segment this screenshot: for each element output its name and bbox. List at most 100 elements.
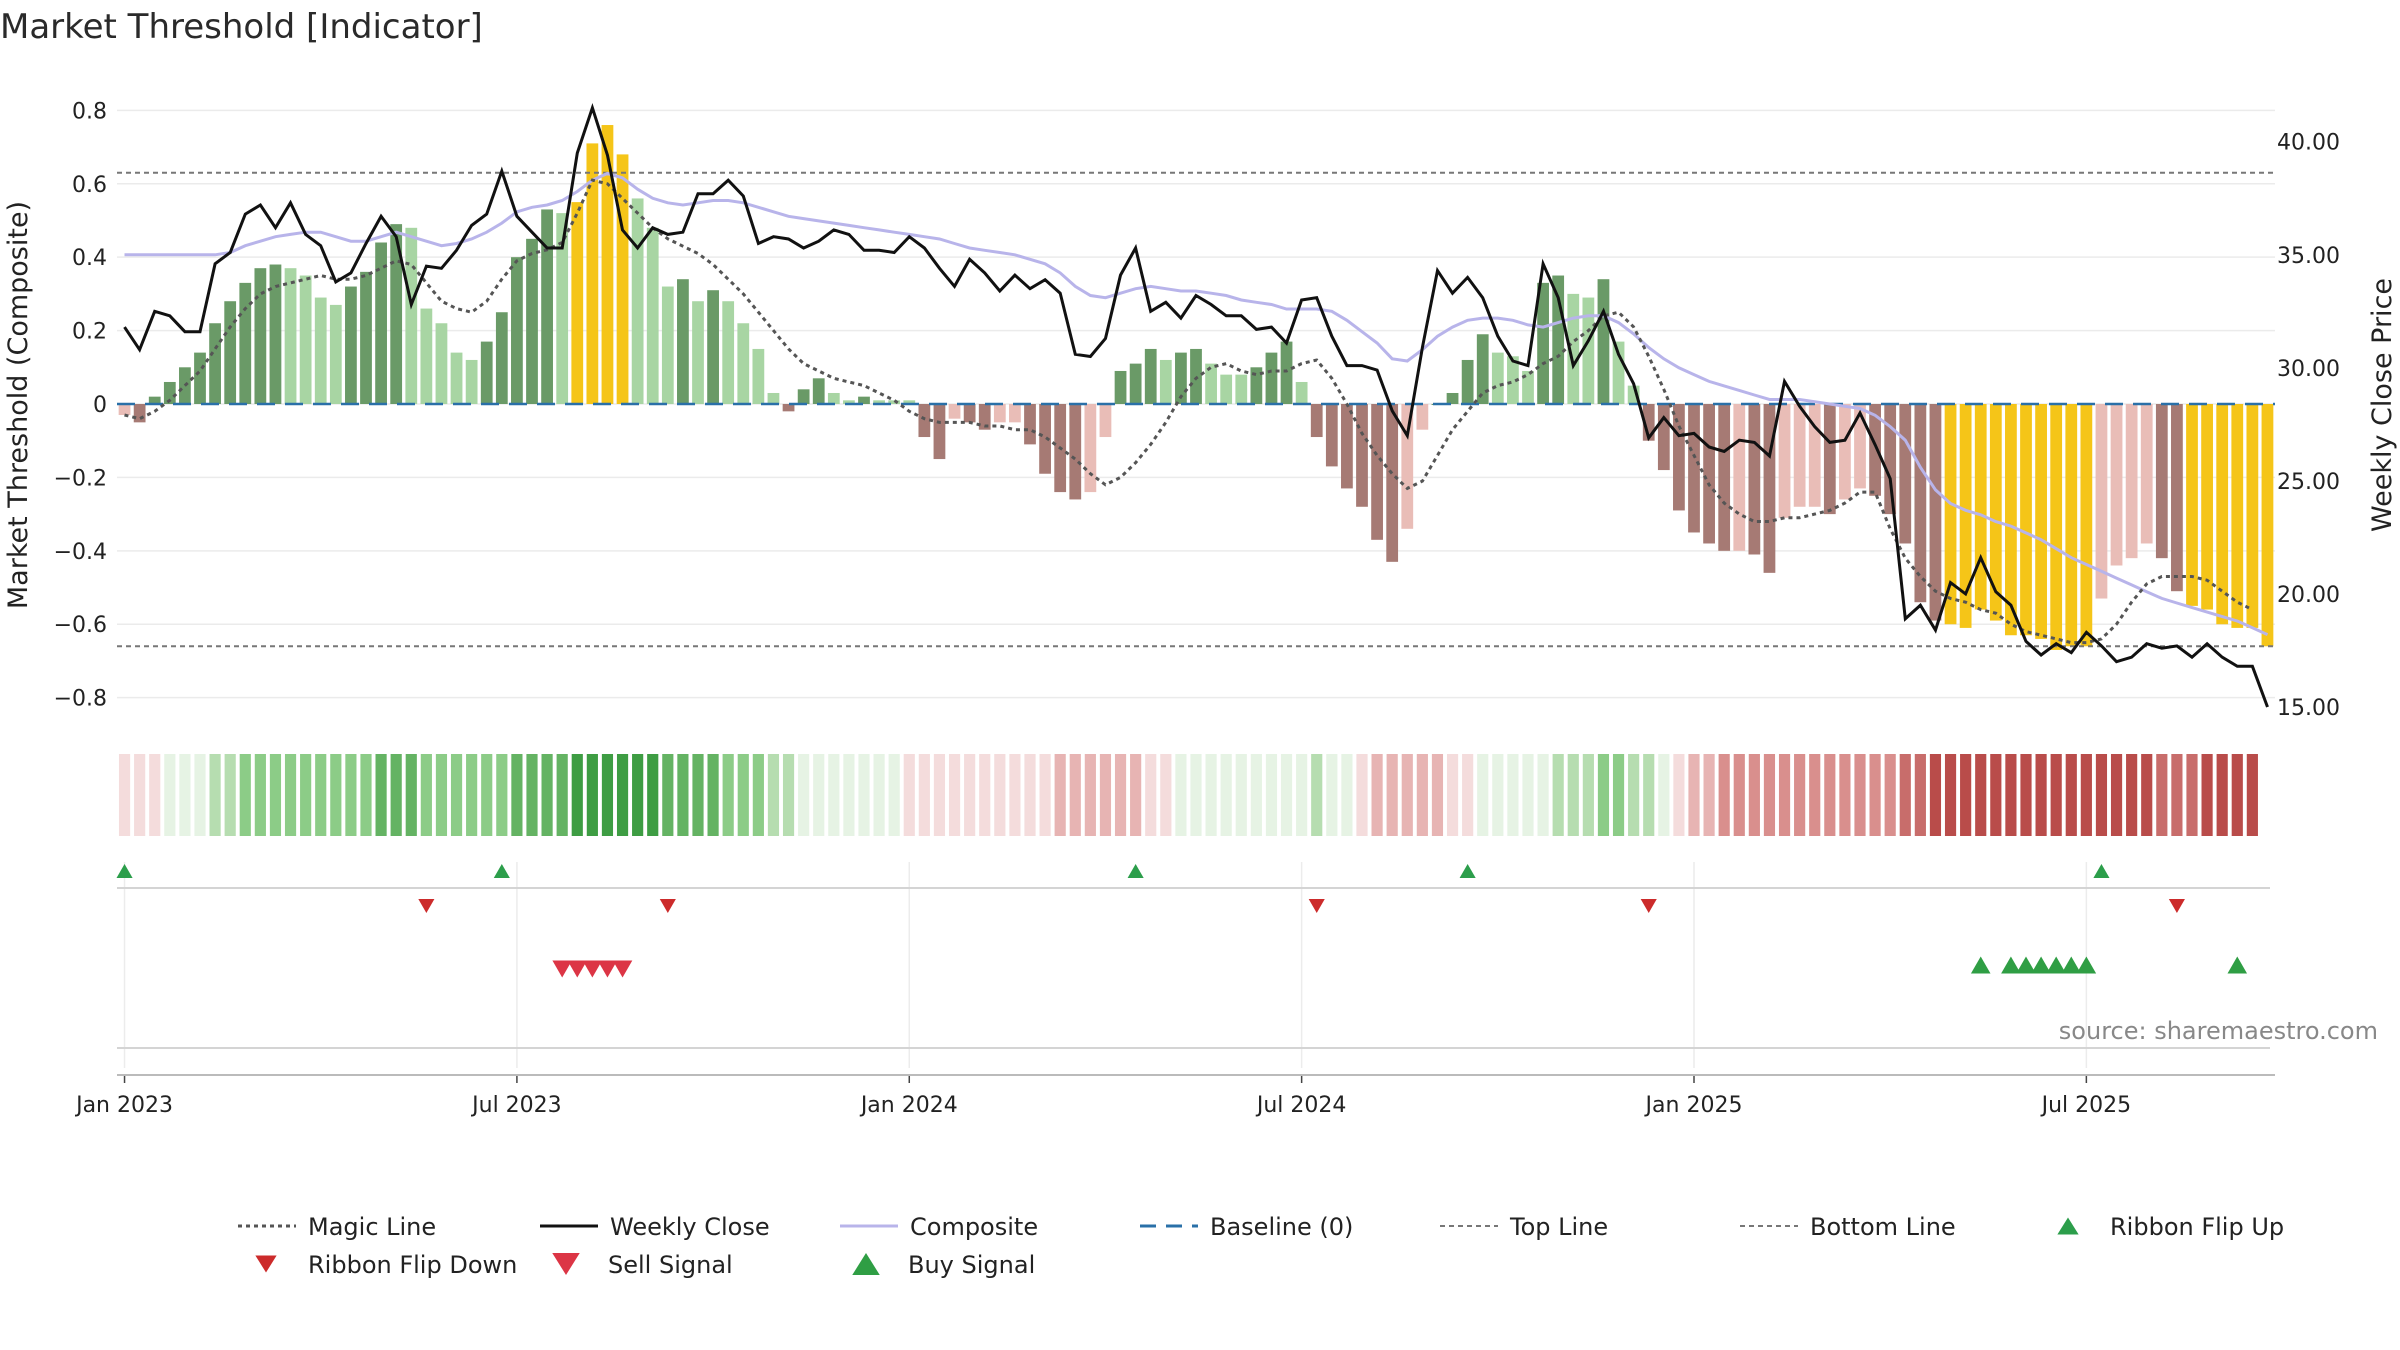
ribbon-cell (1416, 754, 1428, 836)
ribbon-cell (1643, 754, 1655, 836)
composite-bar (993, 404, 1006, 423)
ribbon-cell (1884, 754, 1896, 836)
ribbon-cell (2065, 754, 2077, 836)
ribbon-cell (798, 754, 810, 836)
composite-bar (239, 282, 252, 404)
legend-label: Ribbon Flip Down (308, 1251, 517, 1279)
composite-bar (631, 198, 644, 404)
sell-signal-marker (612, 960, 633, 978)
ribbon-flip-down-marker (1308, 899, 1325, 913)
composite-bar (1839, 404, 1851, 500)
buy-signal-marker (2227, 956, 2248, 974)
composite-bar (1069, 404, 1082, 500)
composite-bar (1129, 363, 1142, 404)
ribbon-cell (1612, 754, 1625, 836)
ribbon-cell (964, 754, 976, 836)
ribbon-cell (1175, 754, 1187, 836)
composite-bar (2246, 404, 2259, 628)
legend-item: Sell Signal (552, 1251, 733, 1279)
y-tick-left: 0.2 (72, 320, 107, 345)
legend-item: Top Line (1440, 1213, 1608, 1241)
composite-bar (1703, 404, 1715, 544)
y-tick-right: 35.00 (2277, 244, 2340, 269)
composite-line (124, 171, 2269, 636)
composite-bar (1974, 404, 1987, 610)
ribbon-cell (149, 754, 161, 836)
composite-bar (1914, 404, 1927, 603)
buy-signal-marker (2061, 956, 2082, 974)
ribbon-cell (1824, 754, 1836, 836)
ribbon-cell (239, 754, 251, 836)
ribbon-cell (2020, 754, 2032, 836)
y-tick-left: 0.4 (72, 246, 107, 271)
composite-bar (677, 279, 689, 404)
composite-bar (269, 264, 282, 404)
ribbon-cell (194, 754, 206, 836)
composite-bar (797, 389, 810, 404)
y-tick-left: 0.6 (72, 173, 107, 198)
ribbon-cell (2216, 754, 2228, 836)
legend-label: Ribbon Flip Up (2110, 1213, 2284, 1241)
axes-layer: 0.8 0.6 0.4 0.2 0 −0.2 −0.4 −0.6 −0.8 40.00 35.00 3… (54, 99, 2340, 1118)
composite-bar (1989, 404, 2002, 621)
composite-bar (2171, 404, 2183, 592)
ribbon-cell (330, 754, 342, 836)
composite-bar (767, 392, 780, 404)
ribbon-cell (1160, 754, 1172, 836)
ribbon-cell (1220, 754, 1232, 836)
composite-bar (2035, 404, 2047, 639)
composite-bar (2050, 404, 2063, 650)
ribbon-cell (1733, 754, 1745, 836)
ribbon-cell (134, 754, 146, 836)
composite-bar (1582, 297, 1595, 404)
y-tick-left: 0.8 (72, 99, 107, 124)
composite-bar (1718, 404, 1731, 551)
ribbon-cell (1975, 754, 1987, 836)
composite-bar (420, 308, 433, 404)
ribbon-cell (1748, 754, 1760, 836)
ribbon-cell (1552, 754, 1564, 836)
composite-bar (1401, 404, 1414, 529)
composite-bar (873, 400, 885, 404)
ribbon-cell (1507, 754, 1519, 836)
legend-label: Weekly Close (610, 1213, 770, 1241)
composite-bar (1537, 282, 1549, 404)
ribbon-cell (1114, 754, 1127, 836)
ribbon-cell (979, 754, 991, 836)
ribbon-cell (179, 754, 191, 836)
composite-bar (1733, 404, 1746, 551)
ribbon-cell (903, 754, 915, 836)
ribbon-cell (466, 754, 478, 836)
composite-bar (526, 238, 538, 404)
composite-bar (661, 286, 674, 404)
composite-bar (1522, 370, 1534, 404)
ribbon-cell (1024, 754, 1036, 836)
composite-bar (2125, 404, 2138, 559)
composite-bar (1673, 404, 1685, 511)
ribbon-cell (511, 754, 523, 836)
ribbon-cell (1130, 754, 1142, 836)
composite-bar (1899, 404, 1912, 544)
ribbon-cell (1371, 754, 1383, 836)
composite-bar (1944, 404, 1957, 625)
composite-bar (948, 404, 961, 419)
ribbon-cell (1522, 754, 1534, 836)
ribbon-cell (1688, 754, 1700, 836)
composite-bar (435, 323, 448, 404)
ribbon-cell (782, 754, 795, 836)
composite-bar (2020, 404, 2032, 636)
ribbon-cell (2035, 754, 2047, 836)
ribbon-cell (1145, 754, 1157, 836)
ribbon-cell (1582, 754, 1594, 836)
line-layer (117, 102, 2275, 708)
composite-bar (284, 268, 297, 404)
composite-bar (1416, 404, 1429, 430)
legend-item: Ribbon Flip Down (255, 1251, 517, 1279)
composite-bar (329, 304, 342, 404)
composite-bar (118, 404, 131, 416)
composite-bar (1250, 367, 1263, 404)
composite-bar (646, 227, 659, 404)
composite-bar (1748, 404, 1761, 555)
ribbon-cell (1597, 754, 1610, 836)
composite-bar (209, 323, 221, 404)
